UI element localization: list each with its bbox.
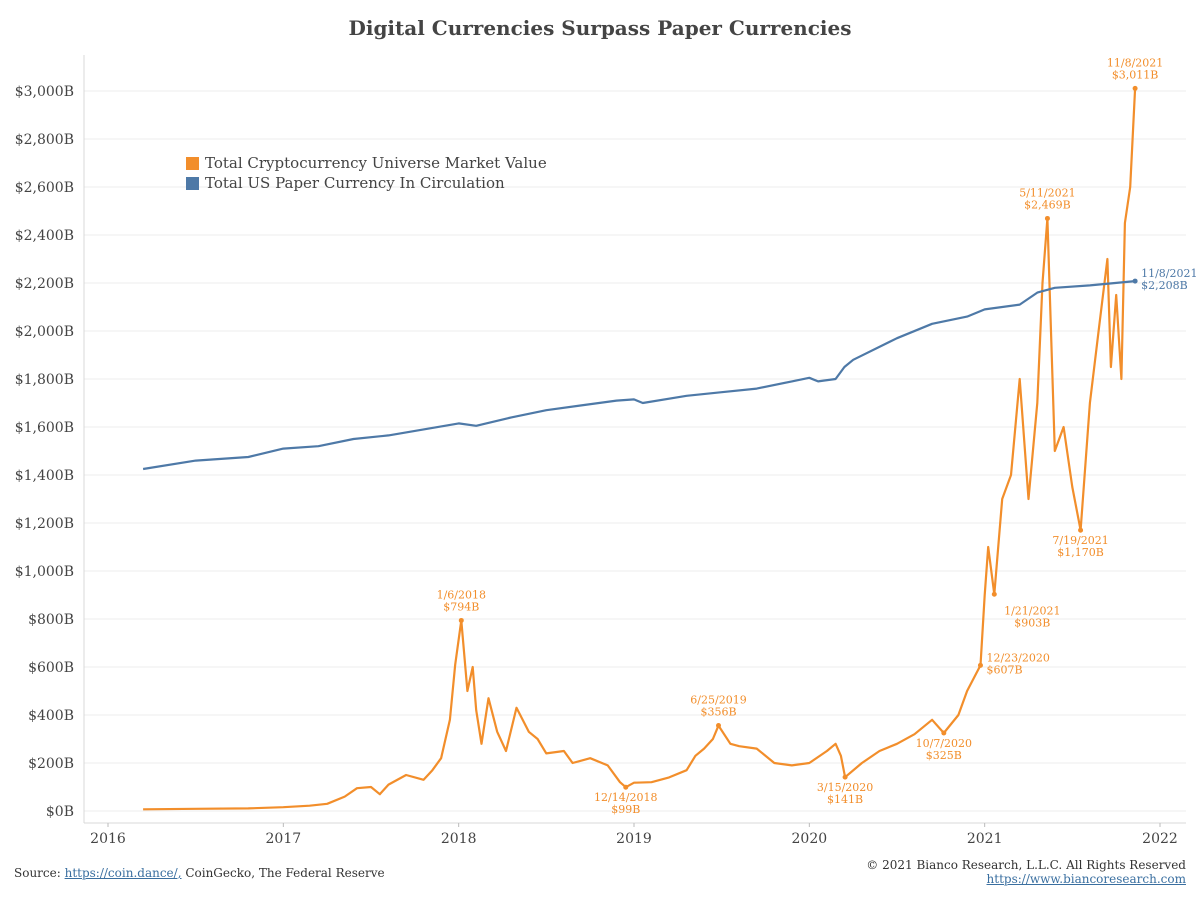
annotation-point <box>1132 85 1138 91</box>
annotation-date: 5/11/2021 <box>1019 186 1075 199</box>
y-tick-label: $2,400B <box>15 228 74 244</box>
annotation-date: 1/21/2021 <box>1004 604 1060 617</box>
annotation-point <box>458 617 464 623</box>
y-tick-label: $2,200B <box>15 276 74 292</box>
annotation-value: $3,011B <box>1112 68 1159 81</box>
annotation-point <box>1132 278 1138 284</box>
source-link[interactable]: https://coin.dance/, <box>64 866 182 880</box>
x-tick-label: 2020 <box>792 831 828 847</box>
y-tick-label: $1,600B <box>15 420 74 436</box>
gridlines <box>84 90 1186 812</box>
source-rest: CoinGecko, The Federal Reserve <box>181 866 385 880</box>
legend-swatch-paper <box>186 176 199 190</box>
annotation-value: $903B <box>1014 616 1050 629</box>
annotation-value: $2,469B <box>1024 198 1071 211</box>
source-prefix: Source: <box>14 866 65 880</box>
annotation-date: 12/23/2020 <box>986 651 1049 664</box>
copyright-text: © 2021 Bianco Research, L.L.C. All Right… <box>866 858 1186 872</box>
annotation-value: $2,208B <box>1141 279 1188 292</box>
annotation-value: $607B <box>986 663 1022 676</box>
y-tick-label: $1,000B <box>15 564 74 580</box>
x-tick-label: 2022 <box>1142 831 1178 847</box>
annotations: 1/6/2018$794B 12/14/2018$99B 6/25/2019$356… <box>437 56 1198 816</box>
y-tick-label: $200B <box>28 756 74 772</box>
annotation-point <box>941 730 947 736</box>
y-tick-label: $2,600B <box>15 180 74 196</box>
legend-swatch-crypto <box>186 156 199 170</box>
website-link[interactable]: https://www.biancoresearch.com <box>986 872 1186 886</box>
annotation-point <box>1044 215 1050 221</box>
y-tick-label: $2,000B <box>15 324 74 340</box>
x-tick-label: 2021 <box>967 831 1003 847</box>
y-tick-label: $1,400B <box>15 468 74 484</box>
annotation-point <box>716 723 722 729</box>
annotation-date: 11/8/2021 <box>1107 56 1163 69</box>
axes: $0B $200B $400B $600B $800B $1,000B $1,200B $1,… <box>15 55 1186 847</box>
series-lines <box>142 88 1137 811</box>
x-tick-label: 2016 <box>90 831 126 847</box>
annotation-value: $99B <box>611 803 640 816</box>
source-note: Source: https://coin.dance/, CoinGecko, … <box>14 866 385 880</box>
paper-currency-line <box>142 280 1136 471</box>
annotation-point <box>977 662 983 668</box>
annotation-point <box>842 774 848 780</box>
annotation-point <box>991 591 997 597</box>
annotation-date: 7/19/2021 <box>1052 534 1108 547</box>
annotation-point <box>623 784 629 790</box>
y-tick-label: $2,800B <box>15 132 74 148</box>
annotation-date: 12/14/2018 <box>594 791 657 804</box>
y-tick-label: $3,000B <box>15 84 74 100</box>
annotation-value: $141B <box>827 793 863 806</box>
legend-item-crypto[interactable]: Total Cryptocurrency Universe Market Val… <box>186 153 547 173</box>
annotation-date: 3/15/2020 <box>817 781 873 794</box>
legend-item-paper[interactable]: Total US Paper Currency In Circulation <box>186 173 547 193</box>
x-tick-label: 2018 <box>441 831 477 847</box>
chart-title: Digital Currencies Surpass Paper Currenc… <box>348 16 852 40</box>
x-tick-label: 2017 <box>266 831 302 847</box>
legend: Total Cryptocurrency Universe Market Val… <box>186 153 547 193</box>
annotation-value: $325B <box>926 749 962 762</box>
annotation-value: $1,170B <box>1057 546 1104 559</box>
annotation-value: $356B <box>700 706 736 719</box>
annotation-date: 11/8/2021 <box>1141 267 1197 280</box>
y-tick-label: $800B <box>28 612 74 628</box>
legend-label-crypto: Total Cryptocurrency Universe Market Val… <box>205 154 547 172</box>
y-tick-label: $1,800B <box>15 372 74 388</box>
y-tick-label: $1,200B <box>15 516 74 532</box>
annotation-point <box>1078 527 1084 533</box>
legend-label-paper: Total US Paper Currency In Circulation <box>205 174 505 192</box>
copyright-note: © 2021 Bianco Research, L.L.C. All Right… <box>866 858 1186 886</box>
annotation-date: 6/25/2019 <box>690 694 746 707</box>
y-tick-label: $400B <box>28 708 74 724</box>
y-tick-label: $600B <box>28 660 74 676</box>
annotation-date: 1/6/2018 <box>437 588 486 601</box>
y-tick-label: $0B <box>46 804 74 820</box>
annotation-date: 10/7/2020 <box>916 737 972 750</box>
annotation-value: $794B <box>443 600 479 613</box>
x-tick-label: 2019 <box>616 831 652 847</box>
